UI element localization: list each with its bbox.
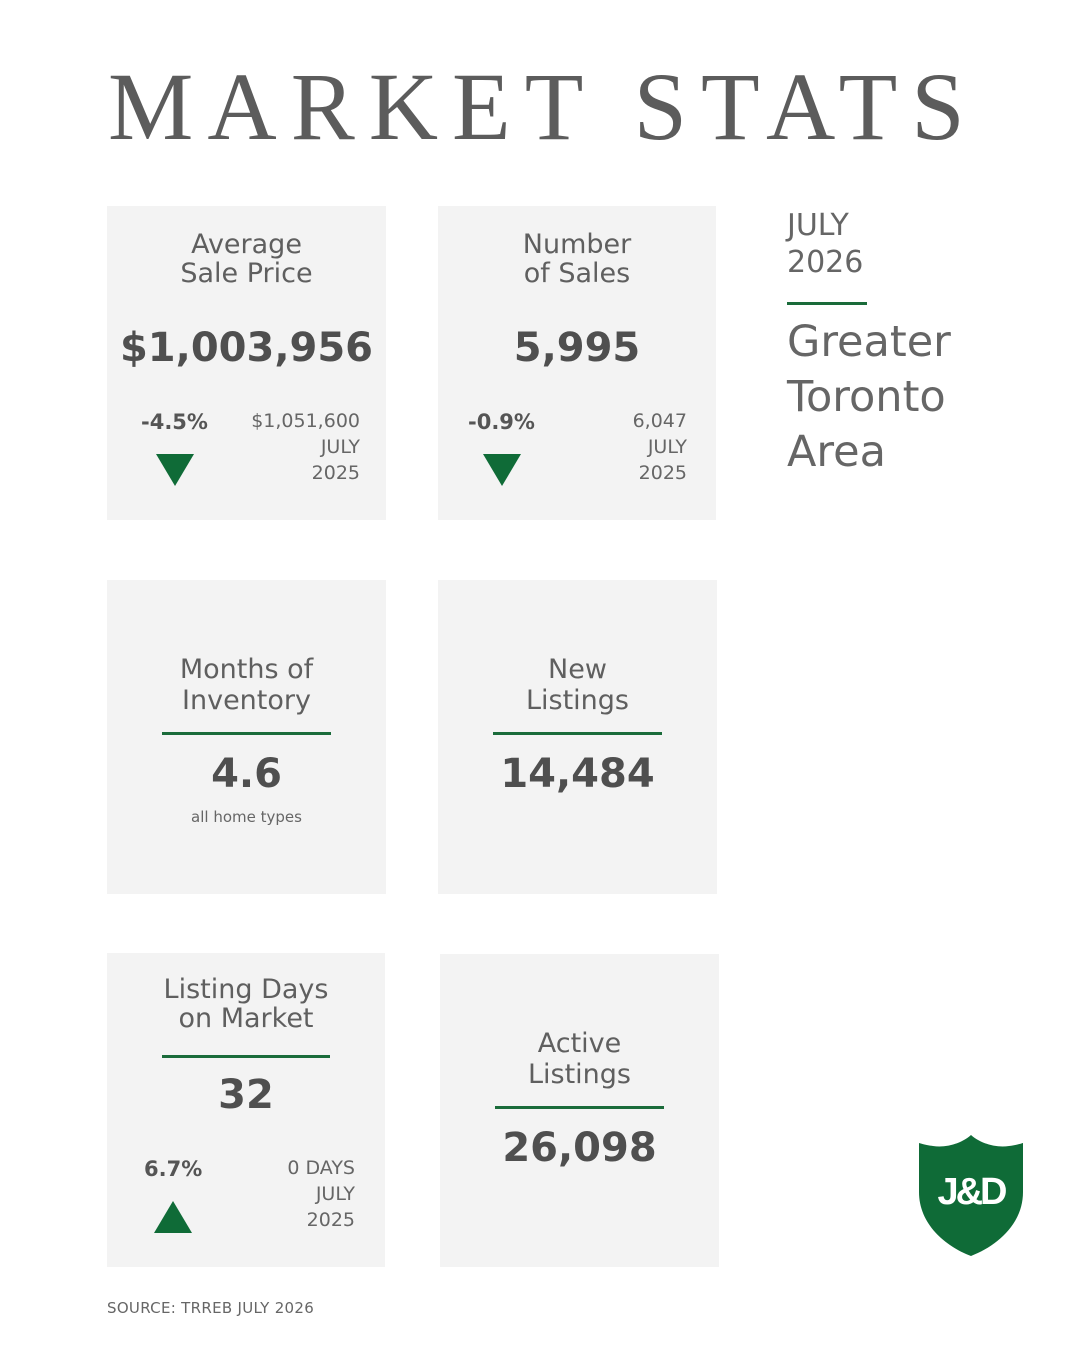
new-listings-value: 14,484 — [500, 751, 655, 797]
increase-arrow-icon — [154, 1201, 192, 1233]
average-sale-price-previous: $1,051,600 JULY 2025 — [251, 410, 360, 484]
divider — [493, 732, 662, 735]
days-on-market-title: Listing Days on Market — [163, 974, 329, 1034]
page-title: MARKET STATS — [108, 53, 979, 160]
number-of-sales-value: 5,995 — [513, 325, 641, 371]
active-listings-title: Active Listings — [527, 1028, 632, 1090]
days-on-market-previous: 0 DAYS JULY 2025 — [287, 1157, 355, 1231]
decrease-arrow-icon — [156, 454, 194, 486]
days-on-market-card: Listing Days on Market 32 6.7% 0 DAYS JU… — [107, 953, 385, 1267]
divider — [162, 732, 331, 735]
months-of-inventory-title: Months of Inventory — [179, 654, 314, 716]
number-of-sales-card: Number of Sales 5,995 -0.9% 6,047 JULY 2… — [438, 206, 716, 520]
months-of-inventory-card: Months of Inventory 4.6 all home types — [107, 580, 386, 894]
logo-text: J&D — [937, 1171, 1006, 1213]
average-sale-price-value: $1,003,956 — [119, 325, 374, 371]
number-of-sales-title: Number of Sales — [522, 229, 632, 289]
months-of-inventory-note: all home types — [191, 808, 302, 826]
number-of-sales-previous: 6,047 JULY 2025 — [632, 410, 687, 484]
average-sale-price-card: Average Sale Price $1,003,956 -4.5% $1,0… — [107, 206, 386, 520]
divider — [162, 1055, 330, 1058]
divider — [787, 302, 867, 305]
source-note: SOURCE: TRREB JULY 2026 — [107, 1299, 315, 1317]
months-of-inventory-value: 4.6 — [211, 751, 282, 797]
decrease-arrow-icon — [483, 454, 521, 486]
active-listings-card: Active Listings 26,098 — [440, 954, 719, 1267]
active-listings-value: 26,098 — [502, 1125, 657, 1171]
brand-logo: J&D — [919, 1135, 1023, 1256]
days-on-market-value: 32 — [218, 1072, 274, 1118]
shield-icon — [919, 1135, 1023, 1256]
days-on-market-change: 6.7% — [144, 1157, 203, 1181]
average-sale-price-change: -4.5% — [141, 410, 208, 434]
region-name: Greater Toronto Area — [787, 317, 951, 477]
number-of-sales-change: -0.9% — [468, 410, 535, 434]
divider — [495, 1106, 664, 1109]
report-period: JULY 2026 — [787, 208, 864, 280]
new-listings-card: New Listings 14,484 — [438, 580, 717, 894]
new-listings-title: New Listings — [525, 654, 630, 716]
average-sale-price-title: Average Sale Price — [180, 229, 313, 289]
